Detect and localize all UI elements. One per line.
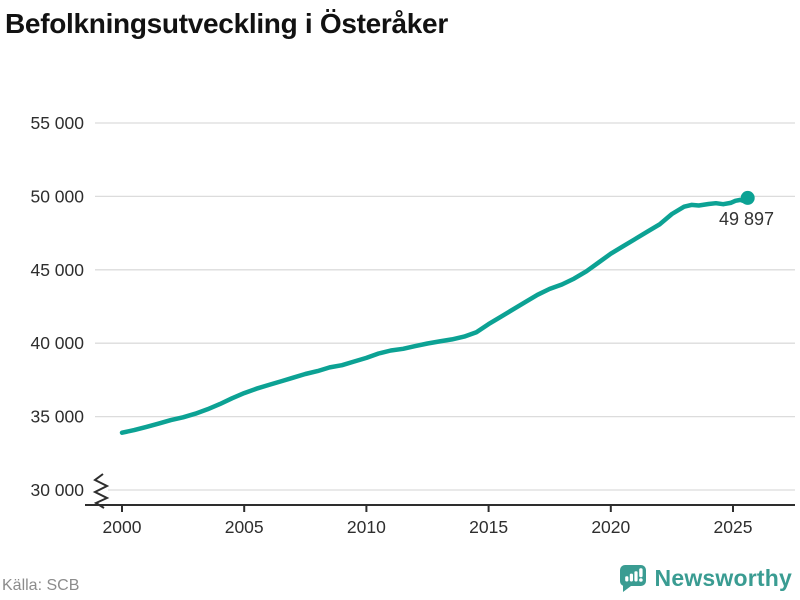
newsworthy-logo: Newsworthy: [618, 563, 792, 593]
end-point-dot: [740, 190, 755, 205]
population-line: [119, 195, 750, 435]
x-tick-label: 2015: [469, 517, 508, 537]
end-point-label: 49 897: [719, 209, 774, 229]
chart-title: Befolkningsutveckling i Österåker: [5, 8, 448, 39]
y-tick-label: 40 000: [30, 333, 84, 353]
y-axis-break-icon: [92, 473, 110, 509]
y-tick-label: 50 000: [30, 186, 84, 206]
y-tick-label: 35 000: [30, 407, 84, 427]
x-tick-label: 2010: [347, 517, 386, 537]
x-tick-label: 2005: [225, 517, 264, 537]
y-tick-label: 30 000: [30, 480, 84, 500]
x-tick-label: 2020: [591, 517, 630, 537]
y-tick-label: 45 000: [30, 260, 84, 280]
y-tick-label: 55 000: [30, 113, 84, 133]
newsworthy-logo-text: Newsworthy: [654, 564, 792, 591]
newsworthy-logo-icon: [619, 565, 646, 592]
x-tick-label: 2025: [714, 517, 753, 537]
source-label: Källa: SCB: [2, 577, 80, 594]
x-tick-label: 2000: [103, 517, 142, 537]
bar-chart-glyph: [624, 568, 643, 582]
